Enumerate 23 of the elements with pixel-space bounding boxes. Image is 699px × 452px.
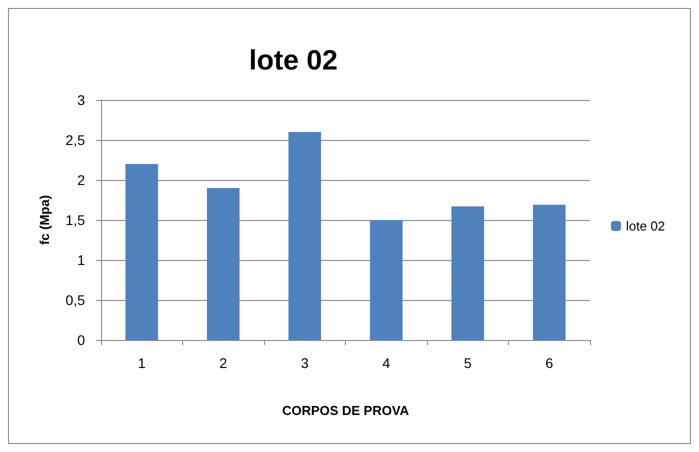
y-tick-label: 1	[77, 252, 86, 268]
y-tick-label: 0	[77, 332, 86, 348]
y-tick-label: 1,5	[66, 212, 86, 228]
x-tick-label: 4	[382, 355, 390, 371]
bar	[451, 206, 484, 340]
x-tick-label: 3	[300, 355, 309, 371]
y-tick-label: 2	[77, 172, 86, 188]
y-tick-label: 3	[77, 92, 86, 108]
y-tick-label: 2,5	[66, 132, 86, 148]
legend-label: lote 02	[626, 218, 666, 234]
bar	[206, 188, 240, 340]
x-tick-label: 2	[219, 355, 228, 371]
bar	[370, 220, 403, 340]
y-axis-title: fc (Mpa)	[37, 195, 52, 245]
y-tick-label: 0,5	[66, 292, 86, 308]
x-tick-label: 5	[464, 355, 472, 371]
x-tick-label: 1	[138, 355, 146, 371]
x-axis-title: CORPOS DE PROVA	[282, 403, 410, 418]
x-tick-label: 6	[545, 355, 554, 371]
bar	[288, 132, 322, 340]
chart-title: lote 02	[249, 44, 338, 76]
bar	[125, 164, 158, 340]
bar	[532, 204, 566, 340]
